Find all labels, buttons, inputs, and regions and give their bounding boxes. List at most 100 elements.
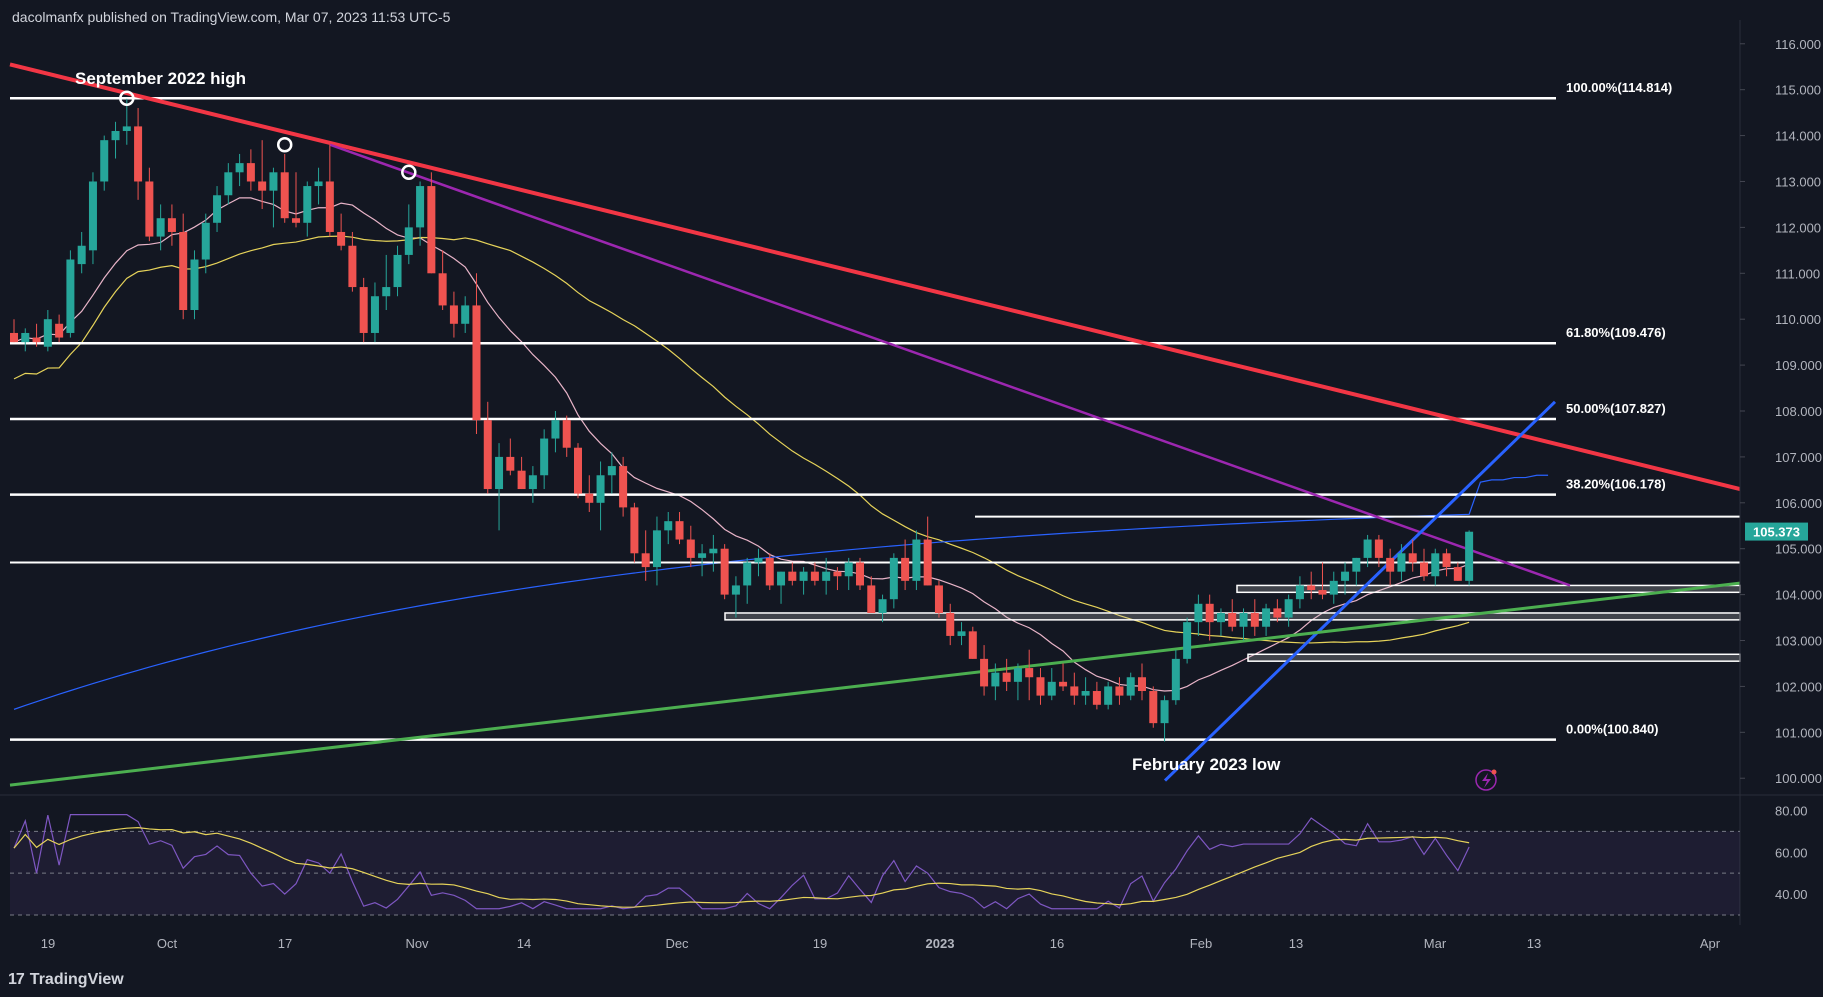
candle: [1205, 594, 1214, 641]
candle-body: [585, 493, 594, 503]
candle-body: [743, 562, 752, 586]
candle: [1216, 608, 1225, 636]
fib-level-label: 61.80%(109.476): [1566, 325, 1666, 340]
candle: [562, 415, 571, 457]
candle-body: [1420, 562, 1428, 577]
candle: [66, 250, 75, 338]
candle: [889, 553, 898, 609]
candle: [574, 443, 582, 499]
candle-body: [190, 259, 199, 311]
candle: [1250, 599, 1259, 636]
fib-level-label: 0.00%(100.840): [1566, 722, 1659, 737]
candle: [991, 663, 1000, 701]
candle: [1442, 548, 1451, 577]
candle: [483, 401, 492, 494]
candle: [100, 135, 109, 191]
candle-body: [269, 172, 278, 191]
price-tick-label: 103.000: [1775, 634, 1822, 649]
blue-trendline: [1163, 400, 1557, 782]
candle: [416, 181, 425, 246]
candle-body: [652, 530, 661, 568]
candle: [1160, 695, 1169, 742]
candle-body: [1262, 608, 1271, 627]
candle: [1149, 686, 1158, 728]
candle-body: [314, 181, 323, 187]
candle-body: [1273, 608, 1282, 618]
price-axis[interactable]: 116.000 115.000 114.000 113.000 112.000 111.0…: [1739, 20, 1822, 925]
candle-body: [472, 305, 481, 421]
candle-body: [878, 599, 887, 613]
candle-body: [630, 507, 639, 554]
candle-body: [1115, 686, 1124, 696]
candle: [427, 172, 436, 274]
candle: [743, 557, 752, 604]
ma-long-line: [13, 474, 1549, 710]
candle-body: [156, 218, 165, 237]
tradingview-brand[interactable]: 17 TradingView: [8, 971, 124, 989]
price-tick-label: 106.000: [1775, 496, 1822, 511]
candle: [878, 594, 887, 623]
candle-body: [43, 319, 52, 347]
candle-body: [686, 539, 695, 558]
candle: [528, 466, 537, 503]
candle-body: [1374, 539, 1383, 558]
candle: [77, 231, 86, 274]
candle: [641, 530, 650, 581]
candle-body: [607, 466, 616, 476]
candle-body: [596, 475, 605, 503]
time-tick-label: Oct: [157, 936, 178, 951]
swing-point-marker: [276, 137, 293, 153]
lightning-bolt: [1482, 773, 1491, 788]
price-tick-label: 107.000: [1775, 450, 1822, 465]
candle-body: [404, 227, 413, 255]
candle-body: [1352, 557, 1361, 572]
candle-body: [258, 181, 267, 191]
candle: [156, 204, 165, 251]
candle-body: [359, 287, 368, 333]
candle: [190, 250, 199, 320]
candle-body: [788, 571, 797, 581]
time-tick-label: 2023: [926, 936, 955, 951]
candle: [720, 544, 729, 600]
candle: [145, 167, 154, 242]
time-axis[interactable]: 19 Oct 17 Nov 14 Dec 19 2023 16 Feb 13 Mar 13 Apr: [41, 936, 1721, 951]
lightning-icon: [1475, 769, 1497, 791]
candle: [472, 273, 481, 434]
candle: [280, 153, 289, 223]
candle: [1318, 562, 1327, 600]
candle-body: [1228, 612, 1237, 627]
red-trendline: [9, 62, 1741, 491]
candle: [1115, 677, 1124, 705]
candle-body: [348, 245, 357, 288]
candle-body: [337, 231, 346, 246]
candle-body: [382, 287, 391, 297]
candle: [1431, 548, 1440, 586]
last-price-badge: [1745, 522, 1808, 541]
candle-body: [562, 420, 571, 448]
rsi-line: [13, 814, 1470, 910]
candle-body: [698, 553, 707, 558]
notification-dot: [1491, 769, 1497, 775]
candle: [55, 314, 64, 343]
time-tick-label: 19: [813, 936, 827, 951]
candle-body: [370, 296, 379, 333]
candle-body: [145, 181, 154, 237]
candle-body: [664, 521, 673, 531]
candle: [856, 557, 864, 591]
candle: [652, 516, 661, 586]
candle: [980, 645, 989, 696]
candle: [1070, 672, 1079, 705]
candle-body: [1092, 691, 1101, 705]
candle-body: [1216, 612, 1225, 623]
candle-body: [55, 323, 64, 338]
candle: [1262, 603, 1271, 636]
candle-body: [889, 557, 898, 600]
candle-body: [720, 548, 729, 595]
candle-body: [968, 631, 977, 659]
candle: [1273, 599, 1282, 623]
ma-short-line: [13, 197, 1470, 692]
last-price-label: 105.373: [1753, 525, 1800, 540]
fib-level-label: 50.00%(107.827): [1566, 401, 1666, 416]
candle-body: [1408, 553, 1417, 563]
